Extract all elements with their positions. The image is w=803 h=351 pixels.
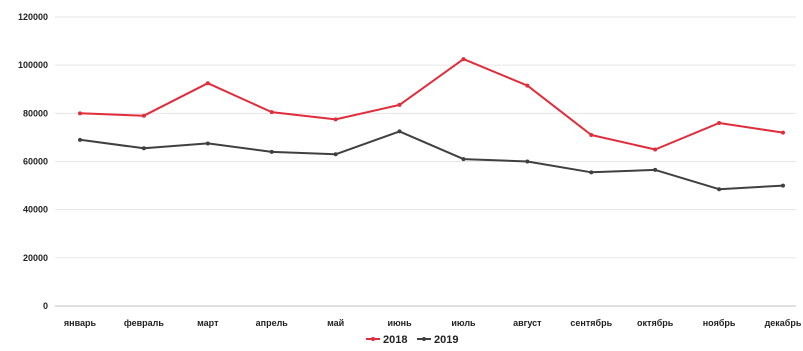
x-tick-label: сентябрь (570, 318, 612, 328)
x-tick-label: май (327, 318, 344, 328)
data-point-2018 (461, 57, 466, 62)
y-tick-label: 0 (43, 301, 48, 311)
x-tick-label: октябрь (637, 318, 674, 328)
y-axis-tick-labels: 0 20000 40000 60000 80000 100000 120000 (18, 12, 48, 311)
x-tick-label: декабрь (765, 318, 802, 328)
x-axis-tick-labels: январь февраль март апрель май июнь июль август… (64, 318, 802, 328)
legend-item: 2019 (417, 334, 458, 346)
x-tick-label: июль (451, 318, 476, 328)
data-point-2019 (269, 149, 274, 154)
legend: 2018 2019 (366, 334, 458, 346)
y-tick-label: 100000 (18, 60, 48, 70)
x-tick-label: ноябрь (703, 318, 736, 328)
data-point-2018 (589, 133, 594, 138)
legend-swatch-marker (422, 337, 426, 341)
legend-item: 2018 (366, 334, 407, 346)
y-tick-label: 40000 (23, 205, 48, 215)
x-tick-label: июнь (387, 318, 412, 328)
data-point-2018 (269, 110, 274, 115)
x-tick-label: август (513, 318, 542, 328)
data-point-2019 (525, 159, 530, 164)
data-point-2018 (653, 147, 658, 152)
data-point-2018 (78, 111, 82, 116)
data-point-2019 (781, 183, 785, 188)
data-point-2019 (653, 167, 658, 172)
x-tick-label: апрель (256, 318, 289, 328)
gridlines (55, 16, 796, 307)
legend-swatch-marker (371, 337, 375, 341)
data-point-2019 (589, 170, 594, 175)
data-point-2018 (333, 117, 338, 122)
data-point-2018 (525, 83, 530, 88)
y-tick-label: 80000 (23, 108, 48, 118)
data-point-2019 (205, 141, 210, 146)
data-point-2019 (333, 152, 338, 157)
data-point-2019 (141, 146, 146, 151)
y-tick-label: 60000 (23, 157, 48, 167)
data-point-2019 (461, 157, 466, 162)
series-line-2019 (79, 130, 784, 191)
data-point-2018 (717, 120, 722, 125)
x-tick-label: февраль (124, 318, 165, 328)
data-point-2019 (397, 129, 402, 134)
data-point-2018 (397, 102, 402, 107)
series-lines (78, 57, 785, 192)
data-point-2018 (781, 130, 785, 135)
data-point-2019 (717, 187, 722, 192)
data-point-2018 (141, 113, 146, 118)
x-tick-label: март (197, 318, 219, 328)
series-line-2018 (79, 58, 784, 151)
data-point-2019 (78, 137, 82, 142)
data-point-2018 (205, 81, 210, 86)
legend-label: 2018 (383, 334, 407, 346)
y-tick-label: 20000 (23, 253, 48, 263)
legend-label: 2019 (434, 334, 458, 346)
x-tick-label: январь (64, 318, 97, 328)
y-tick-label: 120000 (18, 12, 48, 22)
